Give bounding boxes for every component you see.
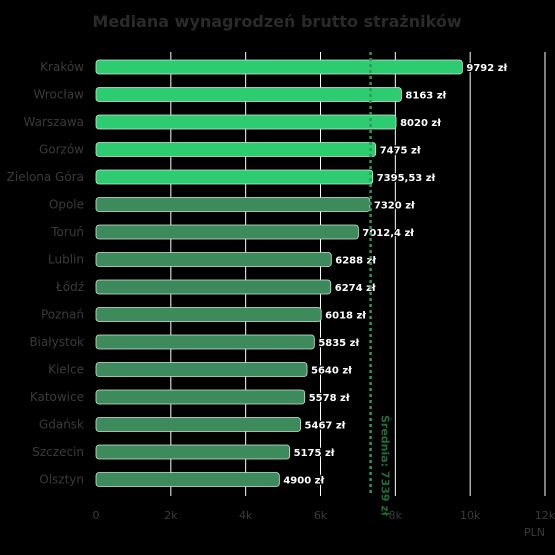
bar-5 <box>95 197 371 212</box>
axis-layer: 0 2k 4k 6k 8k 10k 12k Kraków Wrocław Warszawa Gorz… <box>7 60 555 522</box>
category-label: Katowice <box>30 390 84 404</box>
bar-9 <box>95 307 322 322</box>
x-tick-label: 0 <box>93 509 100 522</box>
category-label: Szczecin <box>32 445 84 459</box>
category-label: Zielona Góra <box>7 170 84 184</box>
bar-6 <box>95 224 359 240</box>
bar-3 <box>95 142 377 157</box>
x-tick-label: 6k <box>314 509 328 522</box>
value-label: 5835 zł <box>318 338 359 349</box>
value-label: 6018 zł <box>325 311 366 322</box>
bar-4 <box>95 169 374 185</box>
bar-12 <box>95 389 306 405</box>
bar-13 <box>95 417 301 432</box>
category-label: Białystok <box>29 335 84 349</box>
bar-layer: 9792 zł 8163 zł 8020 zł 7475 zł 7395,53 zł 73… <box>95 59 509 488</box>
category-label: Kraków <box>40 60 84 74</box>
bar-15 <box>95 472 280 487</box>
category-label: Warszawa <box>24 115 84 129</box>
x-tick-label: 2k <box>164 509 178 522</box>
value-label: 7012,4 zł <box>362 228 414 239</box>
x-tick-label: 10k <box>460 509 481 522</box>
bar-2 <box>95 114 397 130</box>
value-label: 7395,53 zł <box>377 173 436 184</box>
value-label: 5175 zł <box>294 448 335 459</box>
x-tick-label: 4k <box>239 509 253 522</box>
x-tick-label: 8k <box>389 509 403 522</box>
value-label: 5467 zł <box>305 421 346 432</box>
chart-title: Mediana wynagrodzeń brutto strażników <box>92 12 461 31</box>
bar-7 <box>95 252 332 267</box>
value-label: 8163 zł <box>405 91 446 102</box>
bar-10 <box>95 334 315 350</box>
category-label: Łódź <box>55 280 84 294</box>
value-label: 8020 zł <box>400 118 441 129</box>
value-label: 9792 zł <box>466 63 507 74</box>
value-label: 7320 zł <box>374 201 415 212</box>
bar-1 <box>95 87 402 102</box>
category-label: Kielce <box>48 363 84 377</box>
bar-8 <box>95 279 332 295</box>
category-label: Opole <box>49 198 84 212</box>
value-label: 6288 zł <box>335 256 376 267</box>
value-label: 5640 zł <box>311 366 352 377</box>
category-label: Gdańsk <box>39 418 84 432</box>
category-label: Olsztyn <box>39 473 84 487</box>
value-label: 6274 zł <box>335 283 376 294</box>
bar-11 <box>95 362 308 377</box>
bar-0 <box>95 59 463 75</box>
bar-14 <box>95 444 291 460</box>
average-layer: Średnia: 7339 zł <box>369 52 392 517</box>
x-tick-label: 12k <box>535 509 555 522</box>
value-label: 4900 zł <box>283 476 324 487</box>
category-label: Poznań <box>41 308 84 322</box>
value-label: 7475 zł <box>380 146 421 157</box>
x-axis-unit-label: PLN <box>524 526 545 539</box>
value-label: 5578 zł <box>309 393 350 404</box>
category-label: Wrocław <box>33 88 84 102</box>
category-label: Gorzów <box>39 143 84 157</box>
average-label: Średnia: 7339 zł <box>379 415 392 517</box>
category-label: Toruń <box>50 225 84 239</box>
category-label: Lublin <box>48 253 84 267</box>
